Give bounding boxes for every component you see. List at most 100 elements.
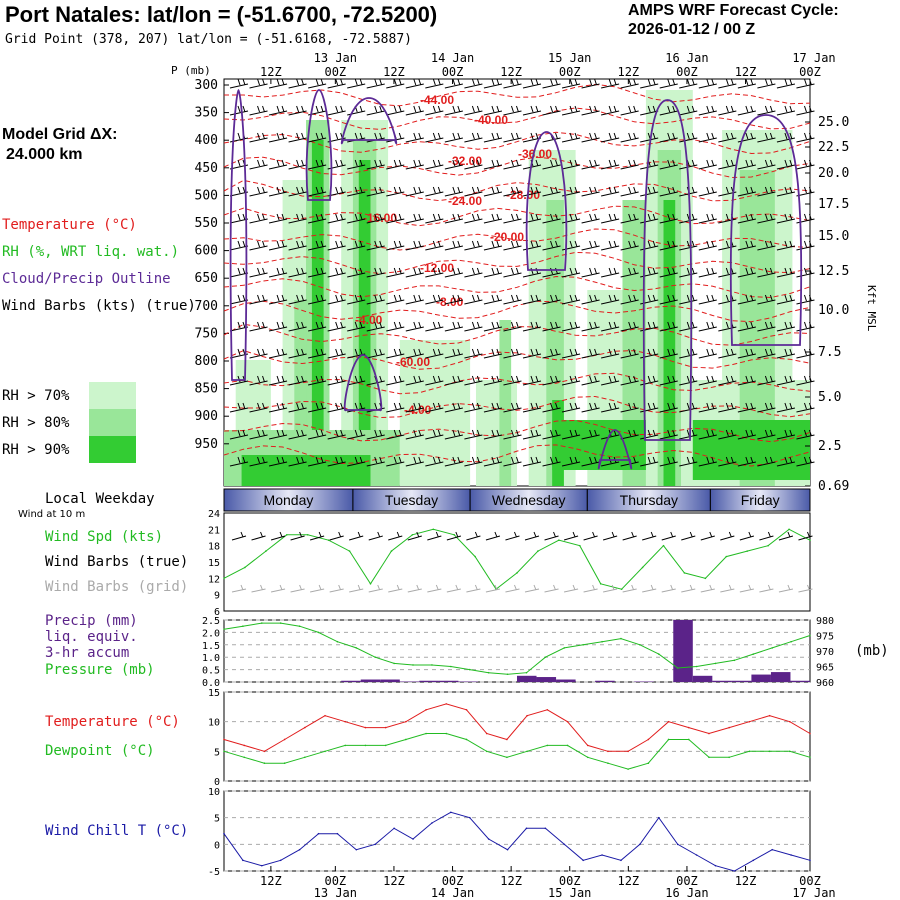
- dewpoint-line-point: [304, 756, 306, 759]
- precip-panel-frame: [223, 619, 811, 683]
- surface-wind-barb-true: [700, 531, 715, 541]
- windchill-line-point: [374, 843, 377, 846]
- pressure-line-point: [695, 665, 698, 668]
- surface-wind-barb-grid: [505, 584, 520, 593]
- wind-barb: [679, 294, 698, 305]
- wind-barb: [386, 321, 405, 332]
- dewpoint-line-point: [465, 738, 468, 741]
- wind-barb: [366, 159, 385, 170]
- wind-barb: [405, 132, 424, 143]
- wind-panel-frame: [223, 512, 811, 612]
- wind-barb: [249, 105, 268, 116]
- pressure-line-point: [279, 622, 282, 624]
- wind-barb: [268, 321, 288, 332]
- wind-barb: [601, 348, 620, 359]
- wind-barb: [776, 321, 796, 332]
- surface-wind-barb-grid: [446, 584, 461, 593]
- windchill-line-point: [563, 843, 566, 846]
- top-date-label: 17 Jan: [792, 51, 835, 65]
- pressure-line-point: [412, 664, 414, 666]
- wind-barb: [737, 78, 756, 89]
- wind-barb: [776, 402, 796, 413]
- temperature-contour: [223, 395, 811, 419]
- wind-barb: [503, 132, 522, 143]
- windchill-line-point: [393, 827, 395, 830]
- wind-barb: [327, 348, 346, 359]
- day-label: Friday: [741, 492, 780, 508]
- temperature-contour-label: -28.00: [506, 188, 540, 202]
- wind-barb: [503, 213, 522, 224]
- wind-speed-line-point: [348, 550, 351, 552]
- wind-barb: [757, 78, 776, 89]
- wind-speed-line-point: [767, 544, 769, 547]
- wind-barb: [776, 240, 796, 251]
- wind-barb: [640, 213, 659, 224]
- pressure-tick-label: 300: [195, 78, 218, 93]
- wind-barb: [679, 456, 698, 467]
- temperature-line-point: [283, 738, 286, 741]
- wind-barb: [268, 240, 288, 251]
- wind-barb: [659, 213, 678, 224]
- wind-barb: [659, 159, 678, 170]
- wind-barb: [620, 429, 639, 440]
- pressure-tick-label: 950: [195, 437, 218, 452]
- wind-barb: [405, 375, 424, 386]
- wind-barb: [249, 132, 268, 143]
- kft-tick-label: 5.0: [818, 390, 841, 405]
- wind-barb: [288, 159, 307, 170]
- wind-barb: [737, 321, 756, 332]
- wind-barb: [249, 375, 268, 386]
- wind-barb: [308, 402, 327, 413]
- precip-bar: [712, 680, 732, 682]
- temperature-line-point: [748, 720, 751, 723]
- dewpoint-line-point: [223, 750, 225, 753]
- surface-wind-barb-grid: [603, 584, 618, 593]
- rh-shading-18: [663, 200, 676, 486]
- pressure-line-point: [657, 653, 660, 655]
- precip-bar: [751, 674, 771, 682]
- day-cell: [709, 488, 811, 512]
- legend-temperature: Temperature (°C): [2, 217, 137, 233]
- bottom-hour-label: 00Z: [799, 874, 821, 888]
- wind-barb: [483, 186, 503, 197]
- wind-barb: [542, 105, 561, 116]
- wind-barb: [444, 321, 463, 332]
- surface-wind-barb-grid: [681, 584, 696, 593]
- wind-barb: [737, 456, 756, 467]
- wind-barb: [679, 105, 698, 116]
- wind-barb: [679, 429, 698, 440]
- wind-barb: [483, 267, 503, 278]
- precip-panel-tick-label: 1.5: [202, 641, 220, 652]
- pressure-tick-label: 970: [816, 647, 834, 658]
- wind-barb: [503, 456, 522, 467]
- wind-barb: [288, 429, 307, 440]
- wind-barb: [698, 375, 717, 386]
- windchill-panel-tick-label: 0: [214, 840, 220, 851]
- wind-barb: [386, 402, 405, 413]
- wind-barb: [464, 429, 483, 440]
- windchill-line-point: [620, 859, 622, 862]
- top-hour-label: 12Z: [617, 65, 639, 79]
- wind-barb: [288, 456, 307, 467]
- top-date-label: 14 Jan: [431, 51, 474, 65]
- surface-wind-barb-true: [485, 531, 501, 541]
- wind-barb: [444, 105, 463, 116]
- wind-barb: [581, 105, 600, 116]
- wind-barb: [386, 159, 405, 170]
- wind-barb: [640, 240, 659, 251]
- wind-barb: [698, 78, 717, 89]
- precip-panel-tick-label: 2.0: [202, 628, 220, 639]
- surface-wind-barb-grid: [270, 584, 286, 593]
- temperature-line-point: [263, 750, 266, 753]
- wind-speed-line-point: [474, 555, 476, 558]
- bottom-hour-label: 12Z: [260, 874, 282, 888]
- bottom-date-label: 15 Jan: [548, 886, 591, 900]
- pressure-tick-label: 600: [195, 244, 218, 259]
- wind-barb: [386, 348, 405, 359]
- wind-barb: [366, 240, 385, 251]
- wind-barb: [796, 267, 815, 278]
- wind-barb: [229, 375, 249, 386]
- wind-barb: [425, 375, 444, 386]
- wind-speed-line-point: [662, 544, 665, 547]
- wind-barb: [483, 240, 503, 251]
